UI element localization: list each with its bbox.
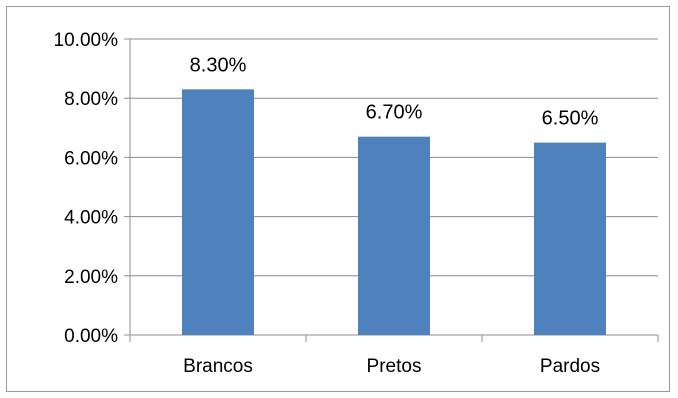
x-category-label: Brancos	[183, 356, 253, 377]
data-label: 6.70%	[366, 102, 423, 124]
y-tick-label: 4.00%	[64, 208, 118, 229]
x-category-label: Pardos	[540, 356, 600, 377]
bar-pardos	[534, 142, 606, 335]
y-tick-label: 10.00%	[54, 30, 119, 51]
x-category-label: Pretos	[367, 356, 422, 377]
bar-brancos	[182, 89, 254, 335]
data-label: 8.30%	[190, 54, 247, 76]
data-label: 6.50%	[542, 108, 599, 130]
y-tick-label: 6.00%	[64, 148, 118, 169]
bar-pretos	[358, 136, 430, 335]
y-tick-label: 0.00%	[64, 326, 118, 347]
y-tick-label: 2.00%	[64, 267, 118, 288]
y-tick-label: 8.00%	[64, 89, 118, 110]
